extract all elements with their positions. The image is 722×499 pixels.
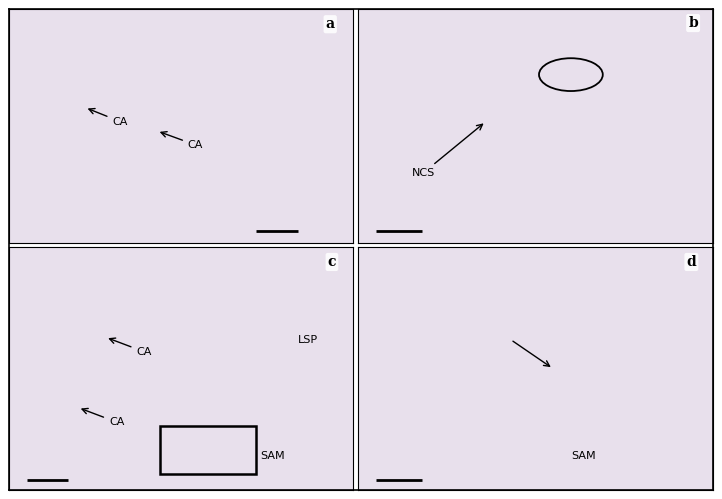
- Text: SAM: SAM: [260, 451, 284, 461]
- Text: NCS: NCS: [412, 124, 482, 178]
- Text: SAM: SAM: [571, 451, 596, 461]
- Text: LSP: LSP: [297, 335, 318, 345]
- Text: CA: CA: [89, 109, 128, 127]
- Text: c: c: [328, 255, 336, 269]
- Text: CA: CA: [82, 408, 124, 427]
- Text: d: d: [687, 255, 696, 269]
- Text: b: b: [688, 16, 698, 30]
- Text: a: a: [326, 17, 335, 31]
- Text: CA: CA: [110, 338, 152, 357]
- Text: CA: CA: [161, 132, 203, 150]
- Bar: [160, 426, 256, 474]
